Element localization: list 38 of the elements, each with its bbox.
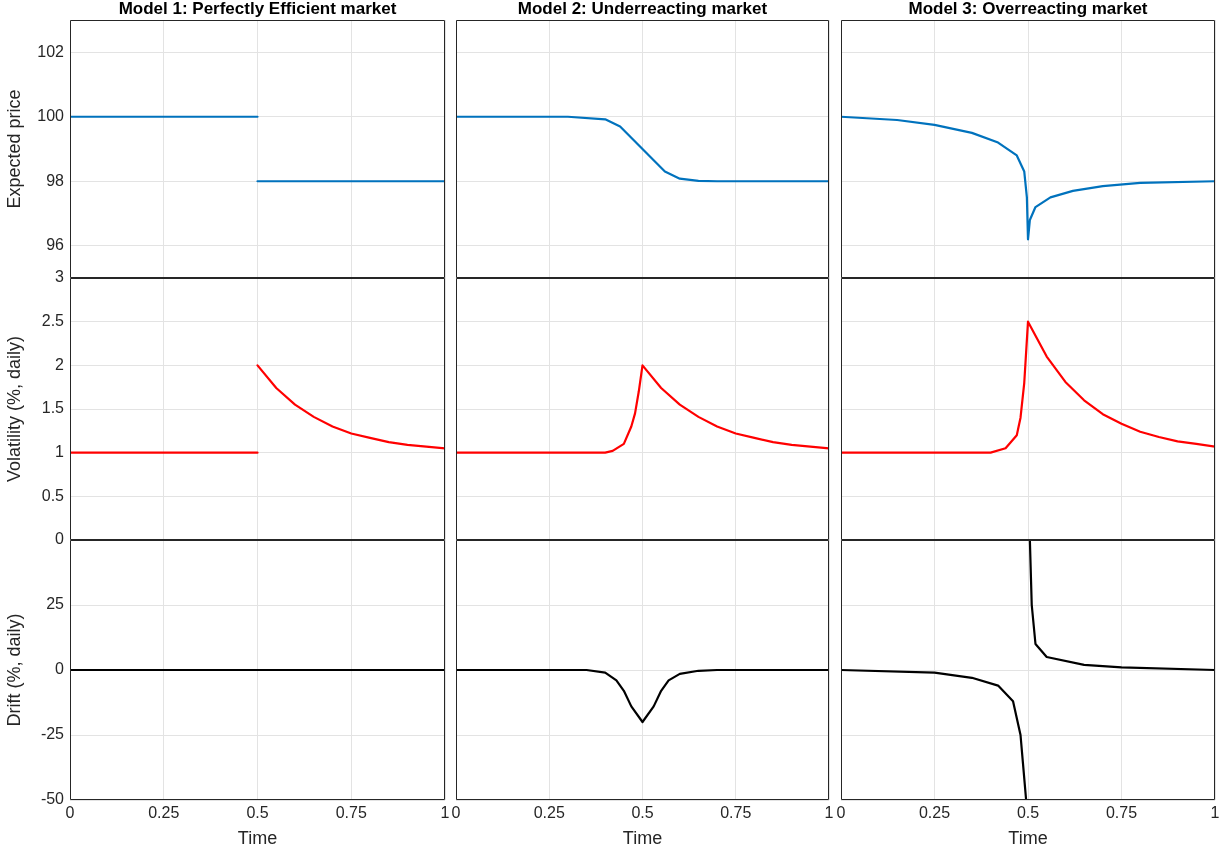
x-axis-title: Time [237, 828, 278, 849]
y-axis-title: Volatility (%, daily) [3, 335, 24, 483]
y-tick-label: 2.5 [41, 312, 65, 330]
x-tick-label: 0 [836, 804, 846, 822]
y-tick-label: 1 [55, 443, 65, 461]
x-tick-label: 1 [824, 804, 834, 822]
y-tick-label: 0.5 [41, 486, 65, 504]
chart-title: Model 2: Underreacting market [517, 0, 768, 19]
y-tick-label: 1.5 [41, 399, 65, 417]
x-tick-label: 1 [440, 804, 450, 822]
x-tick-label: 0.5 [1016, 804, 1040, 822]
y-tick-label: 3 [55, 268, 65, 286]
y-tick-label: 0 [55, 660, 65, 678]
y-tick-label: 100 [37, 107, 65, 125]
x-tick-label: 0.5 [631, 804, 654, 822]
y-tick-label: 0 [55, 530, 65, 548]
y-tick-label: 102 [37, 42, 65, 60]
y-tick-label: 98 [46, 171, 65, 189]
x-tick-label: 0.75 [1105, 804, 1138, 822]
y-tick-label: -25 [40, 725, 65, 743]
x-tick-label: 0 [451, 804, 461, 822]
x-tick-label: 0.25 [918, 804, 951, 822]
chart-title: Model 3: Overreacting market [908, 0, 1148, 19]
y-tick-label: 96 [46, 236, 65, 254]
y-tick-label: 25 [46, 595, 65, 613]
x-tick-label: 1 [1210, 804, 1220, 822]
x-tick-label: 0.25 [533, 804, 565, 822]
x-tick-label: 0.75 [720, 804, 752, 822]
x-tick-label: 0.25 [148, 804, 180, 822]
x-axis-title: Time [622, 828, 663, 849]
x-tick-label: 0.5 [246, 804, 269, 822]
y-tick-label: -50 [40, 790, 65, 808]
chart-title: Model 1: Perfectly Efficient market [118, 0, 397, 19]
y-tick-label: 2 [55, 355, 65, 373]
y-axis-title: Drift (%, daily) [3, 613, 24, 727]
x-axis-title: Time [1008, 828, 1048, 849]
y-axis-title: Expected price [3, 89, 24, 209]
x-tick-label: 0.75 [335, 804, 367, 822]
